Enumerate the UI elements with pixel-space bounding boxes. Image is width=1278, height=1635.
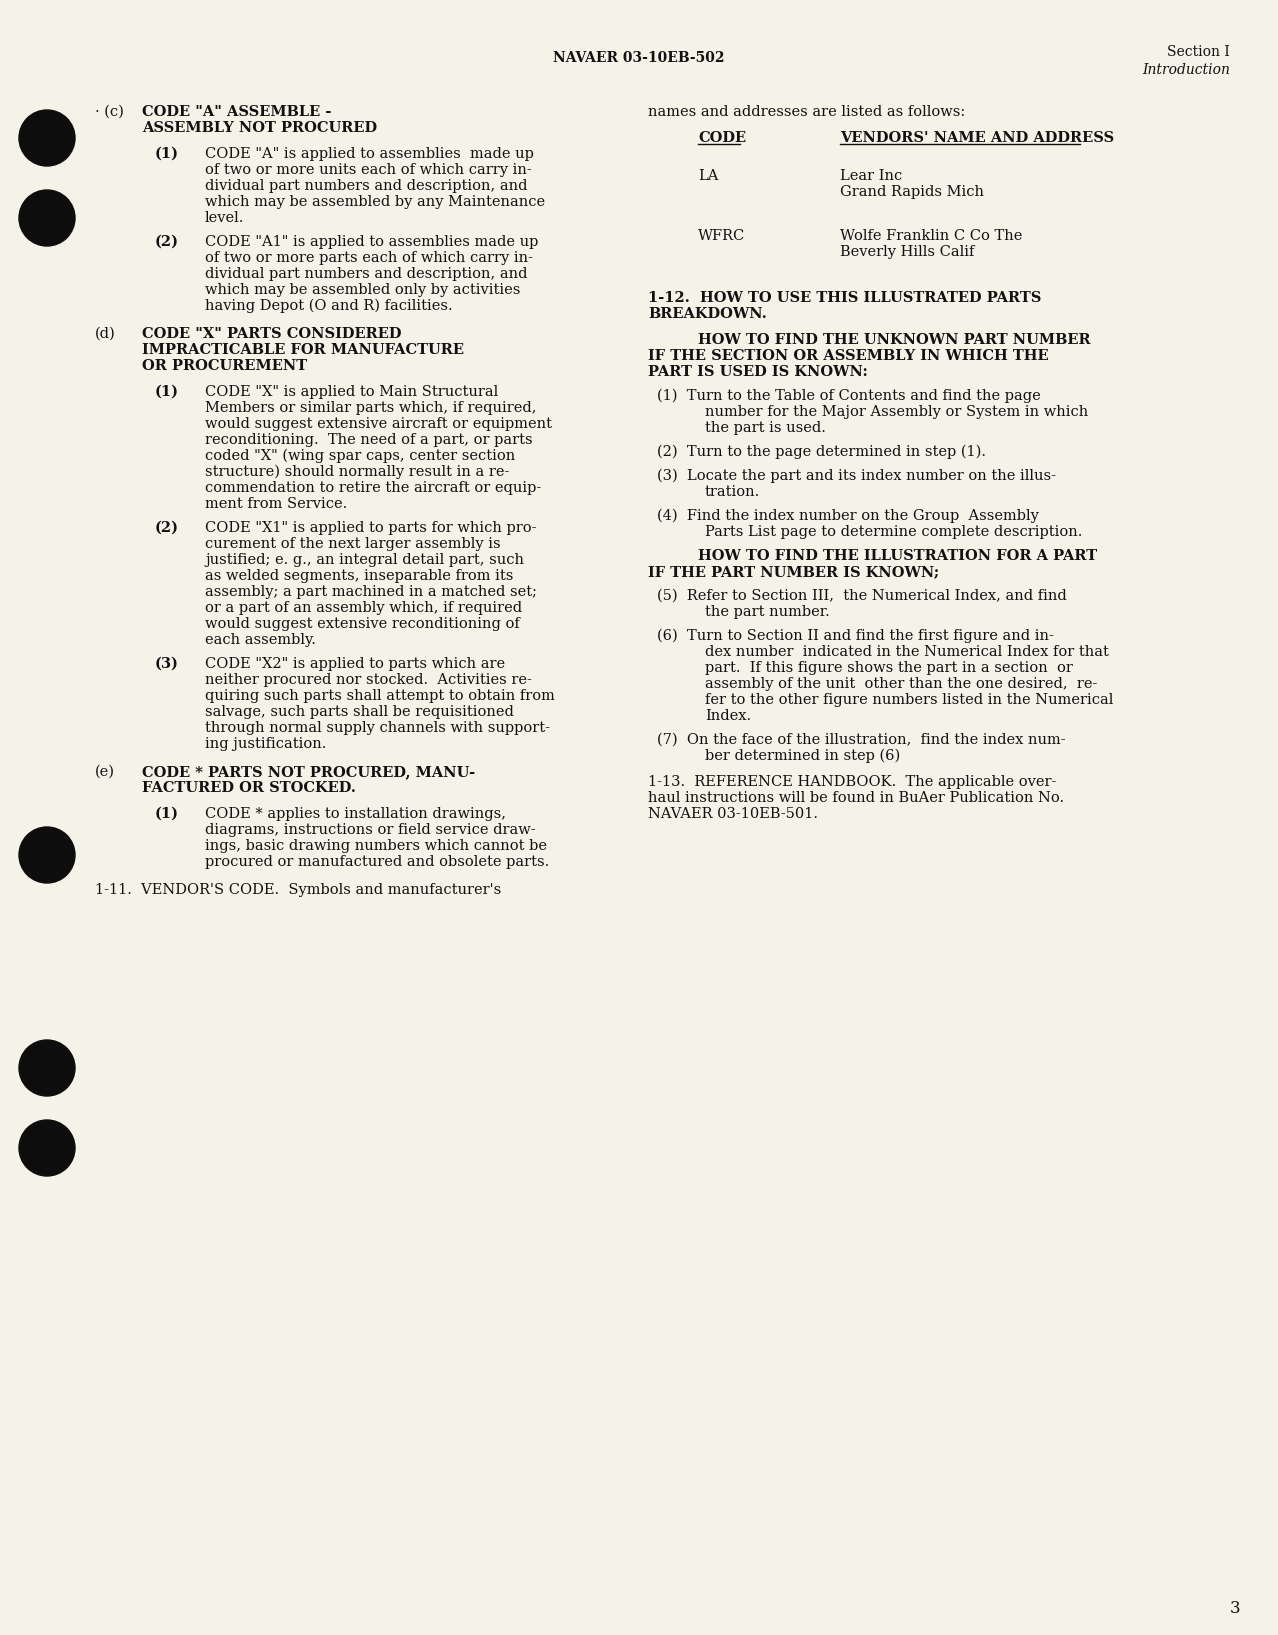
Text: which may be assembled only by activities: which may be assembled only by activitie… xyxy=(204,283,520,298)
Text: 1-12.  HOW TO USE THIS ILLUSTRATED PARTS: 1-12. HOW TO USE THIS ILLUSTRATED PARTS xyxy=(648,291,1042,306)
Text: of two or more parts each of which carry in-: of two or more parts each of which carry… xyxy=(204,252,533,265)
Text: CODE "A" is applied to assemblies  made up: CODE "A" is applied to assemblies made u… xyxy=(204,147,534,160)
Text: OR PROCUREMENT: OR PROCUREMENT xyxy=(142,360,307,373)
Text: (1): (1) xyxy=(155,808,179,821)
Text: (3): (3) xyxy=(155,657,179,670)
Text: (d): (d) xyxy=(95,327,116,342)
Text: CODE "X2" is applied to parts which are: CODE "X2" is applied to parts which are xyxy=(204,657,505,670)
Text: NAVAER 03-10EB-502: NAVAER 03-10EB-502 xyxy=(553,51,725,65)
Text: would suggest extensive reconditioning of: would suggest extensive reconditioning o… xyxy=(204,616,520,631)
Text: (2): (2) xyxy=(155,522,179,535)
Text: dex number  indicated in the Numerical Index for that: dex number indicated in the Numerical In… xyxy=(705,644,1109,659)
Text: assembly; a part machined in a matched set;: assembly; a part machined in a matched s… xyxy=(204,585,537,598)
Text: CODE "X1" is applied to parts for which pro-: CODE "X1" is applied to parts for which … xyxy=(204,522,537,535)
Text: · (c): · (c) xyxy=(95,105,124,119)
Text: quiring such parts shall attempt to obtain from: quiring such parts shall attempt to obta… xyxy=(204,688,555,703)
Text: Section I: Section I xyxy=(1167,46,1229,59)
Text: 1-13.  REFERENCE HANDBOOK.  The applicable over-: 1-13. REFERENCE HANDBOOK. The applicable… xyxy=(648,775,1057,790)
Text: NAVAER 03-10EB-501.: NAVAER 03-10EB-501. xyxy=(648,808,818,821)
Text: the part number.: the part number. xyxy=(705,605,829,620)
Text: 1-11.  VENDOR'S CODE.  Symbols and manufacturer's: 1-11. VENDOR'S CODE. Symbols and manufac… xyxy=(95,883,501,898)
Text: through normal supply channels with support-: through normal supply channels with supp… xyxy=(204,721,550,736)
Text: or a part of an assembly which, if required: or a part of an assembly which, if requi… xyxy=(204,602,523,615)
Circle shape xyxy=(19,110,75,167)
Text: HOW TO FIND THE UNKNOWN PART NUMBER: HOW TO FIND THE UNKNOWN PART NUMBER xyxy=(698,334,1090,347)
Text: Introduction: Introduction xyxy=(1143,64,1229,77)
Text: would suggest extensive aircraft or equipment: would suggest extensive aircraft or equi… xyxy=(204,417,552,432)
Text: LA: LA xyxy=(698,168,718,183)
Text: CODE: CODE xyxy=(698,131,746,146)
Text: IMPRACTICABLE FOR MANUFACTURE: IMPRACTICABLE FOR MANUFACTURE xyxy=(142,343,464,356)
Text: (7)  On the face of the illustration,  find the index num-: (7) On the face of the illustration, fin… xyxy=(657,732,1066,747)
Text: procured or manufactured and obsolete parts.: procured or manufactured and obsolete pa… xyxy=(204,855,550,868)
Text: level.: level. xyxy=(204,211,244,226)
Text: ing justification.: ing justification. xyxy=(204,737,326,750)
Text: Lear Inc: Lear Inc xyxy=(840,168,902,183)
Text: (6)  Turn to Section II and find the first figure and in-: (6) Turn to Section II and find the firs… xyxy=(657,629,1054,644)
Text: fer to the other figure numbers listed in the Numerical: fer to the other figure numbers listed i… xyxy=(705,693,1113,706)
Text: diagrams, instructions or field service draw-: diagrams, instructions or field service … xyxy=(204,822,535,837)
Text: having Depot (O and R) facilities.: having Depot (O and R) facilities. xyxy=(204,299,452,314)
Text: ASSEMBLY NOT PROCURED: ASSEMBLY NOT PROCURED xyxy=(142,121,377,136)
Text: curement of the next larger assembly is: curement of the next larger assembly is xyxy=(204,536,501,551)
Text: CODE * PARTS NOT PROCURED, MANU-: CODE * PARTS NOT PROCURED, MANU- xyxy=(142,765,475,778)
Text: structure) should normally result in a re-: structure) should normally result in a r… xyxy=(204,464,510,479)
Text: (1): (1) xyxy=(155,384,179,399)
Text: as welded segments, inseparable from its: as welded segments, inseparable from its xyxy=(204,569,514,584)
Text: CODE "A" ASSEMBLE -: CODE "A" ASSEMBLE - xyxy=(142,105,331,119)
Text: of two or more units each of which carry in-: of two or more units each of which carry… xyxy=(204,164,532,177)
Text: (4)  Find the index number on the Group  Assembly: (4) Find the index number on the Group A… xyxy=(657,508,1039,523)
Text: BREAKDOWN.: BREAKDOWN. xyxy=(648,307,767,320)
Text: assembly of the unit  other than the one desired,  re-: assembly of the unit other than the one … xyxy=(705,677,1098,692)
Text: Wolfe Franklin C Co The: Wolfe Franklin C Co The xyxy=(840,229,1022,244)
Text: IF THE PART NUMBER IS KNOWN;: IF THE PART NUMBER IS KNOWN; xyxy=(648,566,939,579)
Text: CODE "A1" is applied to assemblies made up: CODE "A1" is applied to assemblies made … xyxy=(204,235,538,249)
Text: Parts List page to determine complete description.: Parts List page to determine complete de… xyxy=(705,525,1082,540)
Circle shape xyxy=(19,827,75,883)
Text: (2)  Turn to the page determined in step (1).: (2) Turn to the page determined in step … xyxy=(657,445,987,459)
Text: dividual part numbers and description, and: dividual part numbers and description, a… xyxy=(204,178,528,193)
Text: reconditioning.  The need of a part, or parts: reconditioning. The need of a part, or p… xyxy=(204,433,533,446)
Text: ings, basic drawing numbers which cannot be: ings, basic drawing numbers which cannot… xyxy=(204,839,547,853)
Text: Grand Rapids Mich: Grand Rapids Mich xyxy=(840,185,984,199)
Text: (1): (1) xyxy=(155,147,179,160)
Circle shape xyxy=(19,190,75,245)
Text: VENDORS' NAME AND ADDRESS: VENDORS' NAME AND ADDRESS xyxy=(840,131,1114,146)
Text: (1)  Turn to the Table of Contents and find the page: (1) Turn to the Table of Contents and fi… xyxy=(657,389,1040,404)
Text: ment from Service.: ment from Service. xyxy=(204,497,348,512)
Text: (2): (2) xyxy=(155,235,179,249)
Circle shape xyxy=(19,1040,75,1095)
Circle shape xyxy=(19,1120,75,1176)
Text: haul instructions will be found in BuAer Publication No.: haul instructions will be found in BuAer… xyxy=(648,791,1065,804)
Text: names and addresses are listed as follows:: names and addresses are listed as follow… xyxy=(648,105,965,119)
Text: Index.: Index. xyxy=(705,710,751,723)
Text: the part is used.: the part is used. xyxy=(705,420,826,435)
Text: 3: 3 xyxy=(1229,1599,1240,1617)
Text: part.  If this figure shows the part in a section  or: part. If this figure shows the part in a… xyxy=(705,661,1072,675)
Text: CODE "X" is applied to Main Structural: CODE "X" is applied to Main Structural xyxy=(204,384,498,399)
Text: Members or similar parts which, if required,: Members or similar parts which, if requi… xyxy=(204,401,537,415)
Text: which may be assembled by any Maintenance: which may be assembled by any Maintenanc… xyxy=(204,195,546,209)
Text: tration.: tration. xyxy=(705,486,760,499)
Text: PART IS USED IS KNOWN:: PART IS USED IS KNOWN: xyxy=(648,365,868,379)
Text: FACTURED OR STOCKED.: FACTURED OR STOCKED. xyxy=(142,782,355,795)
Text: ber determined in step (6): ber determined in step (6) xyxy=(705,749,900,764)
Text: (5)  Refer to Section III,  the Numerical Index, and find: (5) Refer to Section III, the Numerical … xyxy=(657,589,1067,603)
Text: Beverly Hills Calif: Beverly Hills Calif xyxy=(840,245,974,258)
Text: each assembly.: each assembly. xyxy=(204,633,316,647)
Text: (3)  Locate the part and its index number on the illus-: (3) Locate the part and its index number… xyxy=(657,469,1056,484)
Text: IF THE SECTION OR ASSEMBLY IN WHICH THE: IF THE SECTION OR ASSEMBLY IN WHICH THE xyxy=(648,348,1049,363)
Text: justified; e. g., an integral detail part, such: justified; e. g., an integral detail par… xyxy=(204,553,524,567)
Text: (e): (e) xyxy=(95,765,115,778)
Text: salvage, such parts shall be requisitioned: salvage, such parts shall be requisition… xyxy=(204,705,514,719)
Text: commendation to retire the aircraft or equip-: commendation to retire the aircraft or e… xyxy=(204,481,542,495)
Text: CODE "X" PARTS CONSIDERED: CODE "X" PARTS CONSIDERED xyxy=(142,327,401,342)
Text: WFRC: WFRC xyxy=(698,229,745,244)
Text: CODE * applies to installation drawings,: CODE * applies to installation drawings, xyxy=(204,808,506,821)
Text: neither procured nor stocked.  Activities re-: neither procured nor stocked. Activities… xyxy=(204,674,532,687)
Text: dividual part numbers and description, and: dividual part numbers and description, a… xyxy=(204,267,528,281)
Text: coded "X" (wing spar caps, center section: coded "X" (wing spar caps, center sectio… xyxy=(204,450,515,463)
Text: HOW TO FIND THE ILLUSTRATION FOR A PART: HOW TO FIND THE ILLUSTRATION FOR A PART xyxy=(698,549,1097,562)
Text: number for the Major Assembly or System in which: number for the Major Assembly or System … xyxy=(705,405,1089,419)
